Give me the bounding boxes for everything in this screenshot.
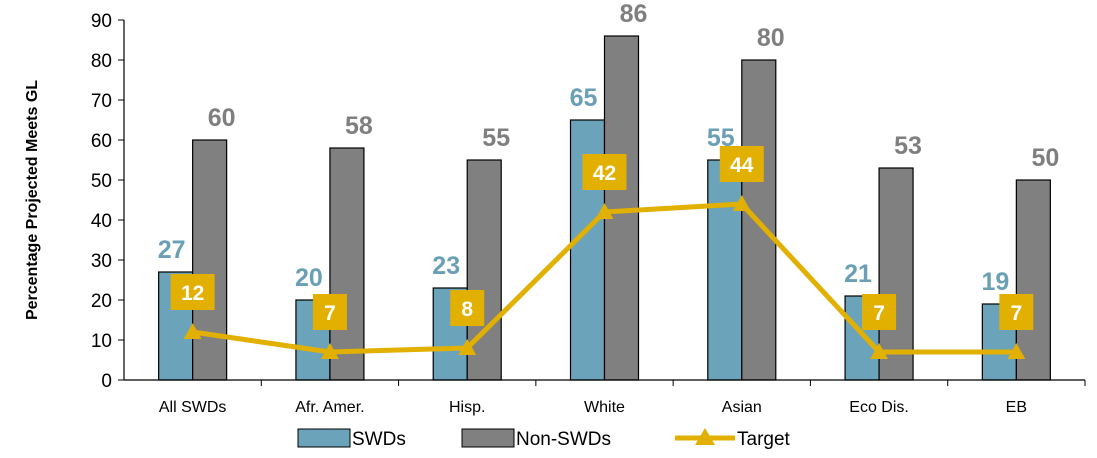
- bar-non-swds: [878, 167, 914, 381]
- data-label-swds: 23: [432, 252, 460, 280]
- target-marker: [458, 339, 477, 355]
- data-label-swds: 19: [981, 268, 1009, 296]
- data-label-non-swds: 60: [208, 104, 236, 132]
- data-label-swds: 20: [295, 264, 323, 292]
- data-label-non-swds: 58: [345, 112, 373, 140]
- data-label-target: 7: [324, 302, 336, 325]
- x-category-label: Afr. Amer.: [295, 399, 364, 416]
- data-label-target-box: [862, 294, 897, 330]
- y-tick-label: 0: [101, 371, 112, 392]
- legend-label-target: Target: [737, 429, 791, 450]
- legend-label-swds: SWDs: [352, 429, 406, 450]
- bar-non-swds: [192, 139, 228, 381]
- x-category-label: Asian: [722, 399, 762, 416]
- x-category-label: All SWDs: [159, 399, 227, 416]
- data-label-target-box: [312, 294, 347, 330]
- bar-swds: [707, 159, 743, 381]
- bar-non-swds: [1015, 179, 1051, 381]
- data-label-non-swds: 80: [757, 24, 785, 52]
- x-category-label: White: [584, 399, 625, 416]
- data-label-target: 7: [1011, 302, 1023, 325]
- data-label-target-box: [450, 290, 485, 326]
- data-label-swds: 21: [844, 260, 872, 288]
- data-label-target: 12: [181, 282, 204, 305]
- data-label-target: 7: [873, 302, 885, 325]
- target-marker: [595, 203, 614, 219]
- x-category-label: Hisp.: [449, 399, 485, 416]
- target-marker: [320, 343, 339, 359]
- bar-non-swds: [466, 159, 502, 381]
- x-category-label: EB: [1006, 399, 1027, 416]
- y-tick-label: 90: [91, 11, 112, 32]
- legend: SWDs Non-SWDs Target: [297, 428, 791, 450]
- legend-label-non-swds: Non-SWDs: [516, 429, 611, 450]
- target-marker: [732, 195, 751, 211]
- data-label-non-swds: 53: [894, 132, 922, 160]
- legend-swatch-swds: [297, 428, 351, 448]
- target-marker: [183, 323, 202, 339]
- y-tick-label: 40: [91, 211, 112, 232]
- y-tick-label: 70: [91, 91, 112, 112]
- target-marker: [870, 343, 889, 359]
- x-category-label: Eco Dis.: [849, 399, 909, 416]
- plot-area: 0 10 20 30 40 50 60 70 80 90 All SWDs Afr. Amer. His…: [91, 0, 1086, 416]
- data-label-target-box: [999, 294, 1034, 330]
- y-tick-label: 10: [91, 331, 112, 352]
- y-tick-label: 60: [91, 131, 112, 152]
- data-label-target-box: [719, 146, 764, 182]
- data-label-non-swds: 50: [1031, 144, 1059, 172]
- data-label-non-swds: 55: [482, 124, 510, 152]
- target-marker: [1007, 343, 1026, 359]
- legend-swatch-non-swds: [461, 428, 515, 448]
- data-label-swds: 65: [570, 84, 598, 112]
- data-label-target: 8: [461, 298, 473, 321]
- data-label-non-swds: 86: [620, 0, 648, 28]
- legend-marker-target: [695, 428, 715, 445]
- data-label-swds: 27: [158, 236, 186, 264]
- bar-non-swds: [329, 147, 365, 381]
- y-axis-title: Percentage Projected Meets GL: [24, 80, 41, 320]
- data-label-target: 42: [593, 162, 616, 185]
- data-label-target: 44: [730, 154, 754, 177]
- y-tick-label: 30: [91, 251, 112, 272]
- y-tick-label: 20: [91, 291, 112, 312]
- data-label-target-box: [170, 274, 215, 310]
- data-label-target-box: [582, 154, 627, 190]
- y-tick-label: 80: [91, 51, 112, 72]
- y-tick-label: 50: [91, 171, 112, 192]
